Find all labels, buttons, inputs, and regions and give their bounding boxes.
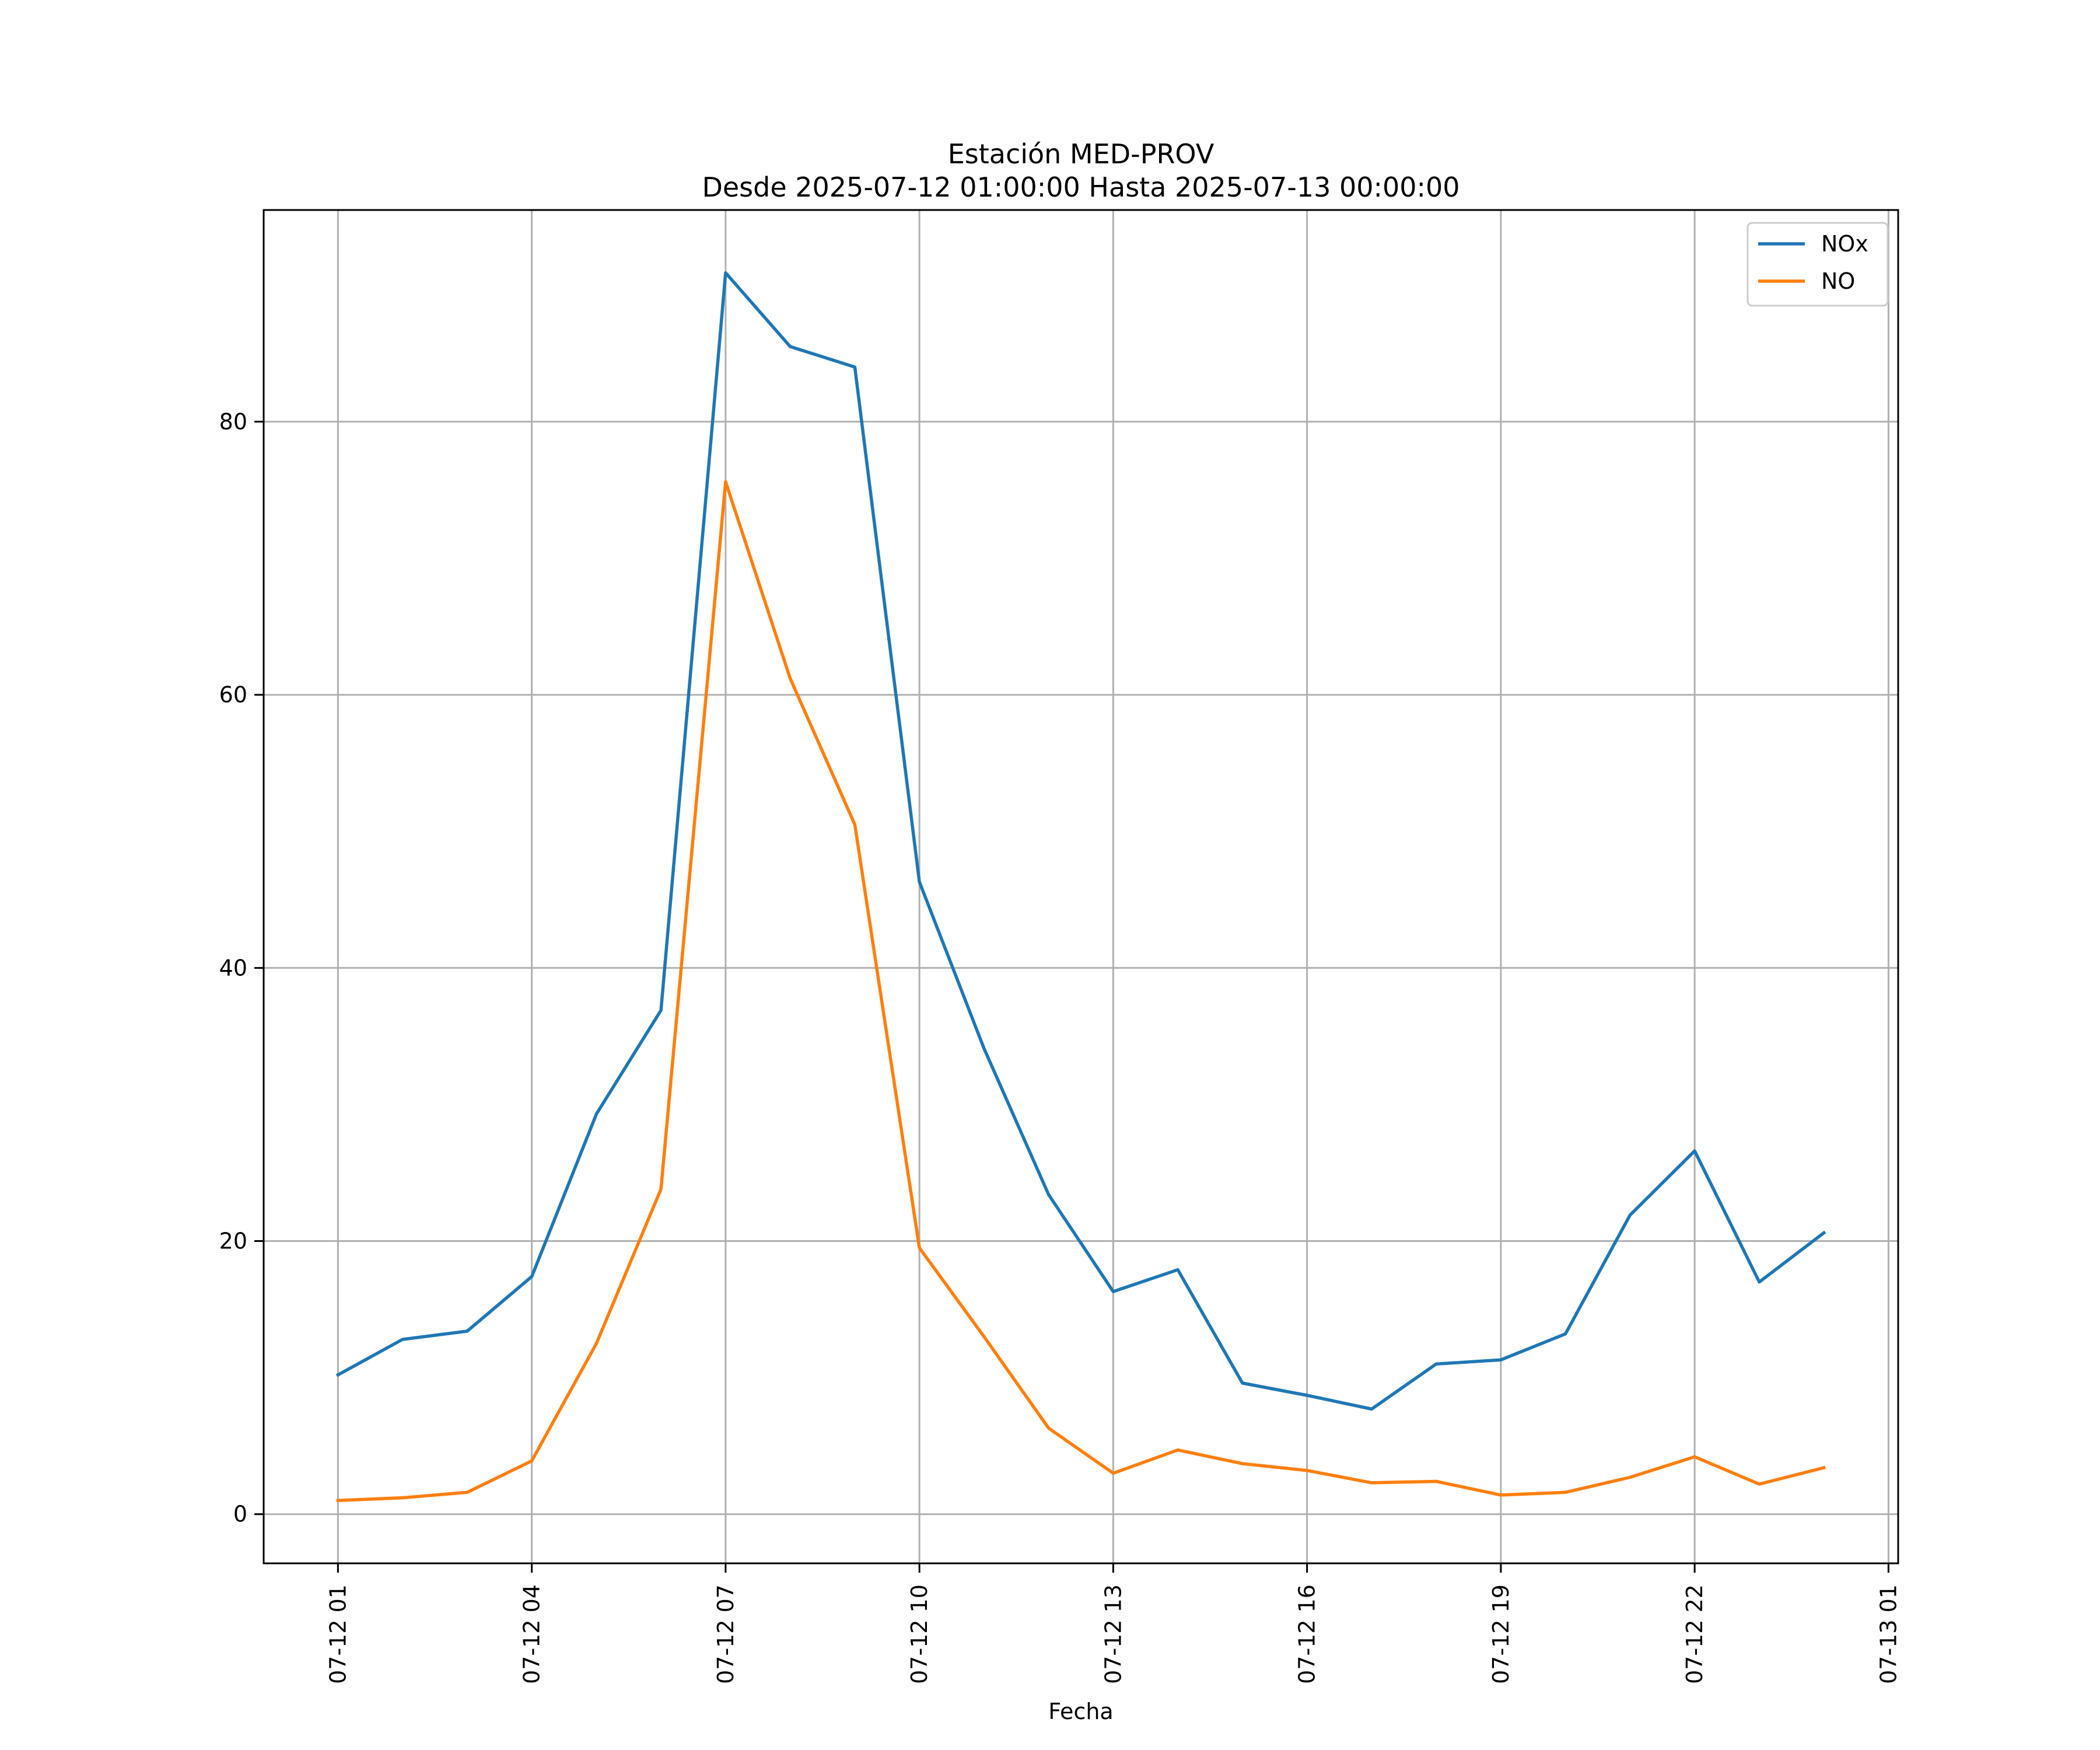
- x-tick-label: 07-12 22: [1682, 1584, 1707, 1684]
- y-tick-label: 20: [219, 1228, 247, 1254]
- x-axis-label: Fecha: [1048, 1699, 1113, 1724]
- legend: NOx NO: [1746, 222, 1889, 307]
- grid: [264, 210, 1898, 1563]
- x-tick-label: 07-12 07: [713, 1584, 738, 1684]
- y-tick-label: 0: [233, 1502, 247, 1527]
- x-tick-label: 07-12 04: [519, 1584, 545, 1684]
- legend-label-nox: NOx: [1821, 231, 1868, 257]
- x-tick-label: 07-12 19: [1488, 1584, 1514, 1684]
- series-line-no: [336, 480, 1826, 1503]
- chart-title-line-2: Desde 2025-07-12 01:00:00 Hasta 2025-07-…: [702, 172, 1460, 203]
- y-tick-label: 80: [219, 409, 247, 435]
- x-tick-label: 07-12 13: [1100, 1584, 1126, 1684]
- series-line-nox: [335, 271, 1826, 1411]
- x-axis: 07-12 01 07-12 04 07-12 07 07-12 10 07-12 13…: [325, 1563, 1901, 1684]
- x-tick-label: 07-12 16: [1294, 1584, 1320, 1684]
- series-layer: [335, 271, 1826, 1503]
- x-tick-label: 07-12 01: [325, 1584, 351, 1684]
- x-tick-label: 07-13 01: [1875, 1584, 1901, 1684]
- y-tick-label: 40: [219, 955, 247, 981]
- plot-frame: [262, 209, 1899, 1564]
- chart-title-line-1: Estación MED-PROV: [948, 138, 1214, 170]
- x-tick-label: 07-12 10: [907, 1584, 932, 1684]
- legend-label-no: NO: [1821, 268, 1855, 294]
- y-axis: 0 20 40 60 80: [219, 409, 264, 1527]
- y-tick-label: 60: [219, 682, 247, 708]
